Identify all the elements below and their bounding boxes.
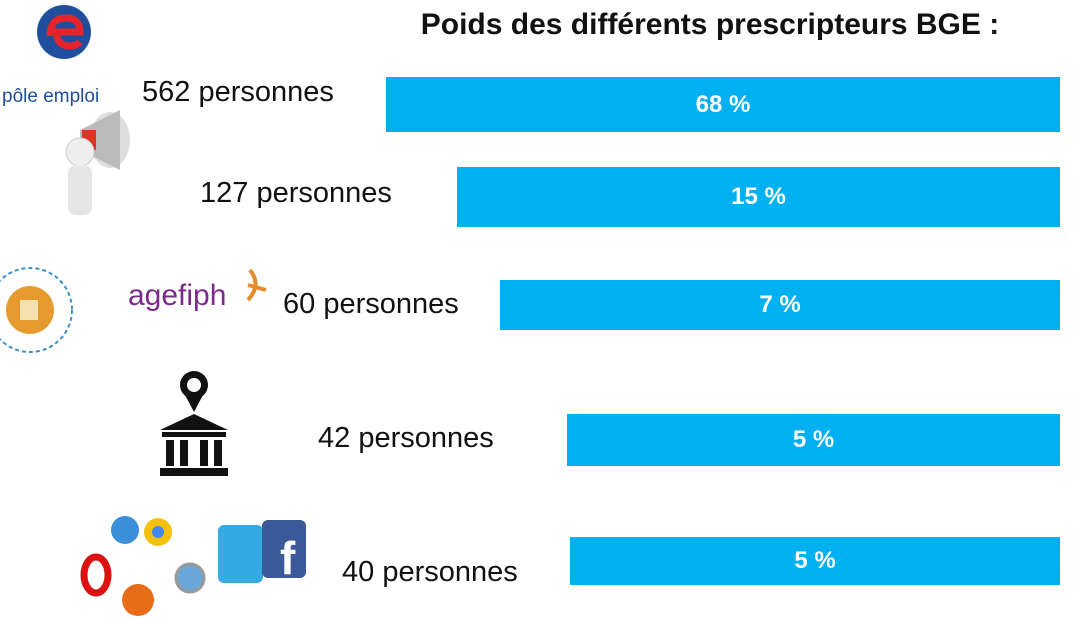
row-count: 60 personnes [283,288,459,321]
row-count: 42 personnes [318,422,494,455]
pole-emploi-text: pôle emploi [2,86,99,107]
bank-icon [160,371,228,476]
share-bar: 15 % [457,167,1060,227]
title: Poids des différents prescripteurs BGE : [330,8,1087,42]
share-bar: 7 % [500,280,1060,330]
svg-text:f: f [280,532,296,584]
agefiph-text: agefiph [128,279,226,312]
row-count: 127 personnes [200,177,392,210]
share-bar: 5 % [567,414,1060,466]
share-bar: 5 % [570,537,1060,585]
corse-du-sud-logo [0,268,72,352]
megaphone-icon [66,110,130,215]
share-bar: 68 % [386,77,1060,132]
row-count: 40 personnes [342,556,518,589]
page: {"header": {"title": "Poids des différen… [0,0,1087,619]
agefiph-figure [248,270,266,300]
row-count: 562 personnes [142,76,334,109]
browser-icons: f [84,516,306,616]
